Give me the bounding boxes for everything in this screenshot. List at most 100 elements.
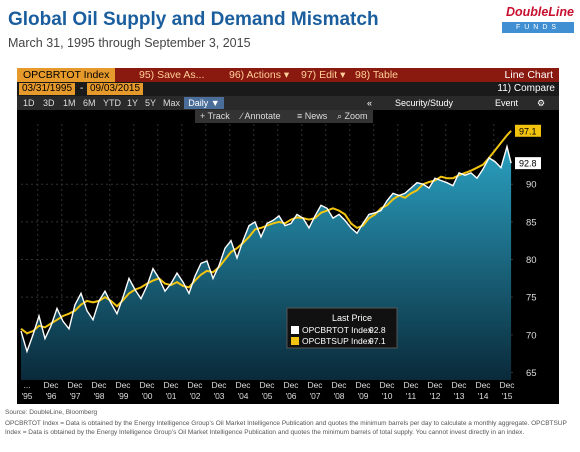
legend: Last Price OPCBRTOT Index 92.8 OPCBTSUP … [286,307,398,349]
gear-icon[interactable]: ⚙ [537,98,546,108]
range-ytd[interactable]: YTD [103,98,121,108]
chart-type-label: Line Chart [504,69,553,81]
x-tick-year: '06 [285,391,296,401]
x-axis: ...'95Dec'96Dec'97Dec'98Dec'99Dec'00Dec'… [21,380,515,401]
track-tool[interactable]: + Track [200,111,230,121]
collapse-button[interactable]: « [367,98,373,108]
x-tick-month: Dec [43,380,59,390]
x-tick-year: '05 [261,391,272,401]
x-tick-year: '96 [45,391,56,401]
date-separator: - [80,83,84,94]
frequency-dropdown[interactable]: Daily ▼ [184,97,224,109]
x-tick-year: '95 [21,391,32,401]
last-price-opcbtsup-box [515,124,541,137]
range-1y[interactable]: 1Y [127,98,139,108]
x-tick-year: '04 [237,391,248,401]
y-tick-label: 75 [526,293,537,304]
actions-menu[interactable]: 96) Actions ▾ [229,69,290,81]
supply-area-fill [21,146,512,380]
series-line-opcbrtot [20,143,512,354]
x-tick-month: ... [23,380,30,390]
x-tick-month: Dec [451,380,467,390]
y-tick-label: 65 [526,368,537,379]
edit-menu[interactable]: 97) Edit ▾ [301,69,346,81]
legend-swatch-opcbrtot [291,326,299,334]
y-tick-label: 70 [526,330,537,341]
zoom-tool[interactable]: ⌕ Zoom [337,111,368,121]
x-tick-year: '00 [141,391,152,401]
range-6m[interactable]: 6M [83,98,96,108]
x-tick-year: '08 [333,391,344,401]
x-tick-year: '15 [501,391,512,401]
x-tick-month: Dec [307,380,323,390]
x-tick-year: '99 [117,391,128,401]
x-tick-year: '11 [406,391,417,401]
legend-title: Last Price [332,313,372,323]
page-title: Global Oil Supply and Demand Mismatch [8,9,379,30]
terminal-window: OPCBRTOT Index 95) Save As... 96) Action… [17,68,559,404]
y-tick-label: 80 [526,255,537,266]
x-tick-year: '02 [189,391,200,401]
x-tick-month: Dec [355,380,371,390]
last-price-opcbrtot: 92.8 [519,159,537,169]
x-tick-year: '97 [69,391,80,401]
range-1m[interactable]: 1M [63,98,76,108]
annotate-tool[interactable]: ∕ Annotate [241,111,281,121]
legend-swatch-opcbtsup [291,337,299,345]
x-tick-month: Dec [403,380,419,390]
x-tick-month: Dec [331,380,347,390]
x-tick-month: Dec [139,380,155,390]
logo-name: DoubleLine [505,5,574,19]
last-price-opcbrtot-box [515,157,541,170]
range-1d[interactable]: 1D [23,98,35,108]
chart-tools: + Track ∕ Annotate ≡ News ⌕ Zoom [195,110,373,123]
start-date-input[interactable]: 03/31/1995 [19,83,76,95]
x-tick-month: Dec [187,380,203,390]
x-tick-year: '13 [453,391,464,401]
logo-funds: FUNDS [502,22,574,33]
legend-label-opcbtsup: OPCBTSUP Index [302,336,373,346]
y-tick-label: 90 [526,180,537,191]
x-tick-year: '03 [213,391,224,401]
x-tick-month: Dec [259,380,275,390]
table-button[interactable]: 98) Table [355,69,399,81]
x-tick-year: '14 [477,391,488,401]
x-tick-year: '09 [357,391,368,401]
y-axis: 65 70 75 80 85 90 [526,180,537,379]
save-as-button[interactable]: 95) Save As... [139,69,205,81]
page-subtitle: March 31, 1995 through September 3, 2015 [8,36,251,50]
series-line-opcbtsup [20,130,512,335]
range-max[interactable]: Max [163,98,181,108]
y-tick-label: 85 [526,217,537,228]
terminal-toolbar: OPCBRTOT Index 95) Save As... 96) Action… [17,68,559,82]
range-3d[interactable]: 3D [43,98,55,108]
x-tick-year: '12 [429,391,440,401]
legend-label-opcbrtot: OPCBRTOT Index [302,325,373,335]
footnote: OPCBRTOT Index = Data is obtained by the… [5,420,567,436]
x-tick-month: Dec [475,380,491,390]
date-range-bar: 03/31/1995 - 09/03/2015 11) Compare [17,82,559,96]
x-tick-month: Dec [67,380,83,390]
last-price-labels: 97.1 92.8 [515,124,541,170]
x-tick-month: Dec [91,380,107,390]
x-tick-month: Dec [163,380,179,390]
source-note: Source: DoubleLine, Bloomberg [5,409,98,416]
x-tick-month: Dec [427,380,443,390]
x-tick-month: Dec [211,380,227,390]
security-study-button[interactable]: Security/Study [395,98,454,108]
end-date-input[interactable]: 09/03/2015 [87,83,144,95]
range-5y[interactable]: 5Y [145,98,157,108]
x-tick-year: '98 [93,391,104,401]
news-tool[interactable]: ≡ News [297,111,328,121]
range-bar: 1D 3D 1M 6M YTD 1Y 5Y Max Daily ▼ « Secu… [17,96,559,110]
event-button[interactable]: Event [495,98,519,108]
ticker-field[interactable]: OPCBRTOT Index [17,68,116,82]
legend-value-opcbrtot: 92.8 [369,325,386,335]
x-tick-month: Dec [235,380,251,390]
last-price-opcbtsup: 97.1 [519,126,537,136]
x-tick-month: Dec [379,380,395,390]
legend-value-opcbtsup: 97.1 [369,336,386,346]
x-tick-year: '10 [381,391,392,401]
compare-button[interactable]: 11) Compare [497,83,555,94]
